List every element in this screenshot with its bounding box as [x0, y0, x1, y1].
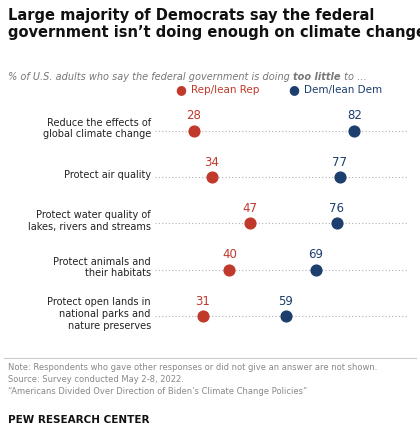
Text: 77: 77: [332, 156, 347, 169]
Text: Large majority of Democrats say the federal
government isn’t doing enough on cli: Large majority of Democrats say the fede…: [8, 8, 420, 40]
Text: ●: ●: [175, 83, 186, 97]
Text: Note: Respondents who gave other responses or did not give an answer are not sho: Note: Respondents who gave other respons…: [8, 363, 378, 395]
Text: ●: ●: [289, 83, 299, 97]
Text: Protect open lands in
national parks and
nature preserves: Protect open lands in national parks and…: [47, 298, 151, 331]
Point: [283, 313, 289, 320]
Point: [336, 173, 343, 180]
Text: Dem/lean Dem: Dem/lean Dem: [304, 85, 383, 95]
Point: [351, 127, 358, 134]
Text: 47: 47: [243, 202, 258, 215]
Point: [226, 266, 233, 273]
Text: Rep/lean Rep: Rep/lean Rep: [191, 85, 260, 95]
Text: 82: 82: [347, 109, 362, 122]
Text: Reduce the effects of
global climate change: Reduce the effects of global climate cha…: [42, 118, 151, 139]
Text: 34: 34: [204, 156, 219, 169]
Text: 28: 28: [186, 109, 201, 122]
Text: 40: 40: [222, 248, 237, 261]
Text: Protect animals and
their habitats: Protect animals and their habitats: [53, 257, 151, 278]
Point: [247, 220, 254, 227]
Point: [208, 173, 215, 180]
Text: 31: 31: [195, 295, 210, 308]
Point: [333, 220, 340, 227]
Text: to …: to …: [341, 72, 367, 82]
Text: Protect water quality of
lakes, rivers and streams: Protect water quality of lakes, rivers a…: [28, 210, 151, 232]
Text: Protect air quality: Protect air quality: [64, 170, 151, 180]
Text: % of U.S. adults who say the federal government is doing: % of U.S. adults who say the federal gov…: [8, 72, 294, 82]
Point: [199, 313, 206, 320]
Text: 76: 76: [329, 202, 344, 215]
Text: 59: 59: [278, 295, 294, 308]
Text: 69: 69: [308, 248, 323, 261]
Text: too little: too little: [294, 72, 341, 82]
Text: PEW RESEARCH CENTER: PEW RESEARCH CENTER: [8, 415, 150, 425]
Point: [190, 127, 197, 134]
Point: [312, 266, 319, 273]
